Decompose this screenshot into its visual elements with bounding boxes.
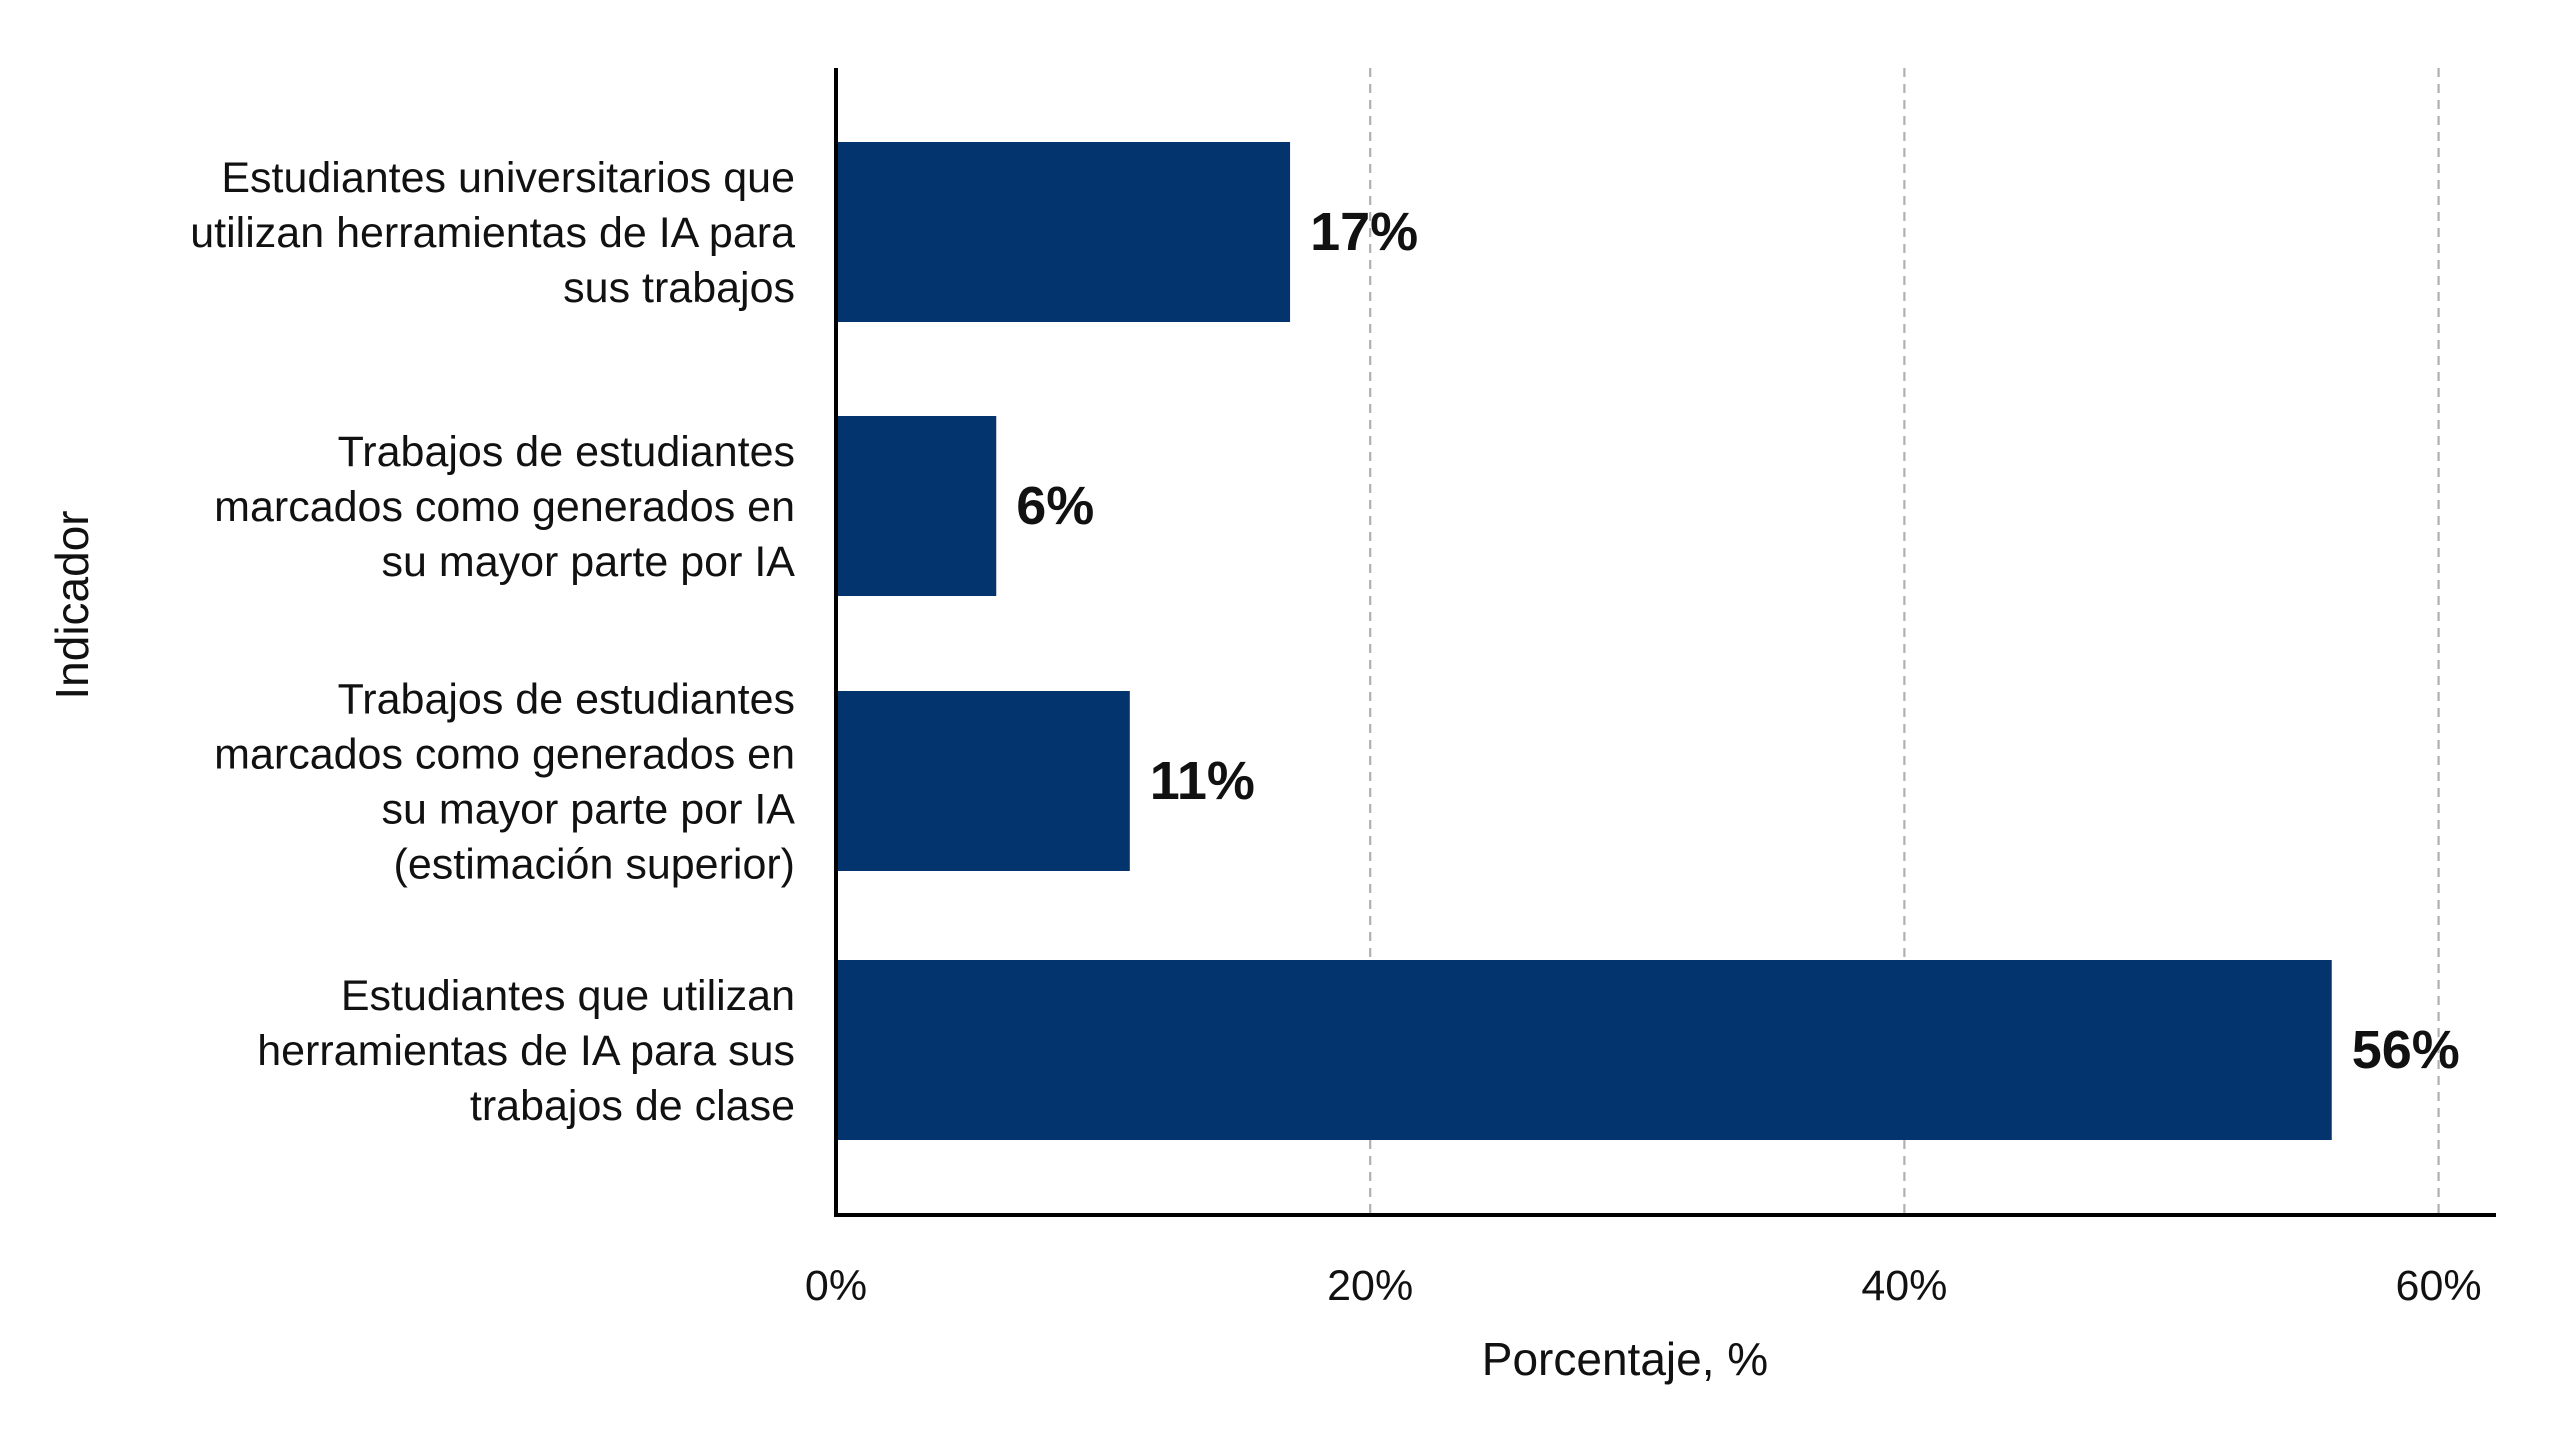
category-label: Estudiantes que utilizan herramientas de … xyxy=(257,972,795,1130)
category-label-line: su mayor parte por IA xyxy=(382,538,796,586)
bar xyxy=(836,691,1130,871)
bar xyxy=(836,960,2332,1140)
x-tick-label: 0% xyxy=(805,1262,867,1310)
category-label: Trabajos de estudiantes marcados como gen… xyxy=(214,428,795,586)
x-tick-label: 40% xyxy=(1861,1262,1947,1310)
category-label-line: marcados como generados en xyxy=(214,731,795,779)
data-label: 17% xyxy=(1310,202,1418,262)
category-label-line: Estudiantes que utilizan xyxy=(341,972,795,1020)
data-label: 11% xyxy=(1150,751,1255,811)
bar xyxy=(836,142,1291,322)
data-label: 6% xyxy=(1016,476,1094,536)
category-label-line: su mayor parte por IA xyxy=(382,786,796,834)
x-tick-label: 60% xyxy=(2396,1262,2482,1310)
category-label-line: sus trabajos xyxy=(563,264,795,312)
axis-layer xyxy=(834,68,2496,1217)
category-label-line: utilizan herramientas de IA para xyxy=(190,209,795,257)
x-tick-label: 20% xyxy=(1327,1262,1413,1310)
category-label-line: marcados como generados en xyxy=(214,483,795,531)
category-label-line: trabajos de clase xyxy=(470,1082,795,1130)
bar xyxy=(836,416,997,596)
x-axis-title: Porcentaje, % xyxy=(1482,1333,1768,1385)
bar-layer xyxy=(836,142,2332,1140)
category-label-line: Trabajos de estudiantes xyxy=(338,676,795,724)
category-label-line: (estimación superior) xyxy=(394,841,795,889)
category-label-line: Estudiantes universitarios que xyxy=(221,154,795,202)
category-label-line: herramientas de IA para sus xyxy=(257,1027,795,1075)
y-axis-title: Indicador xyxy=(46,510,98,699)
label-layer: 0% 20% 40% 60% 17% Estudiantes universitarios… xyxy=(190,154,2481,1310)
category-label-line: Trabajos de estudiantes xyxy=(338,428,795,476)
category-label: Trabajos de estudiantes marcados como gen… xyxy=(214,676,795,889)
category-label: Estudiantes universitarios que utilizan h… xyxy=(190,154,795,312)
data-label: 56% xyxy=(2352,1020,2460,1080)
